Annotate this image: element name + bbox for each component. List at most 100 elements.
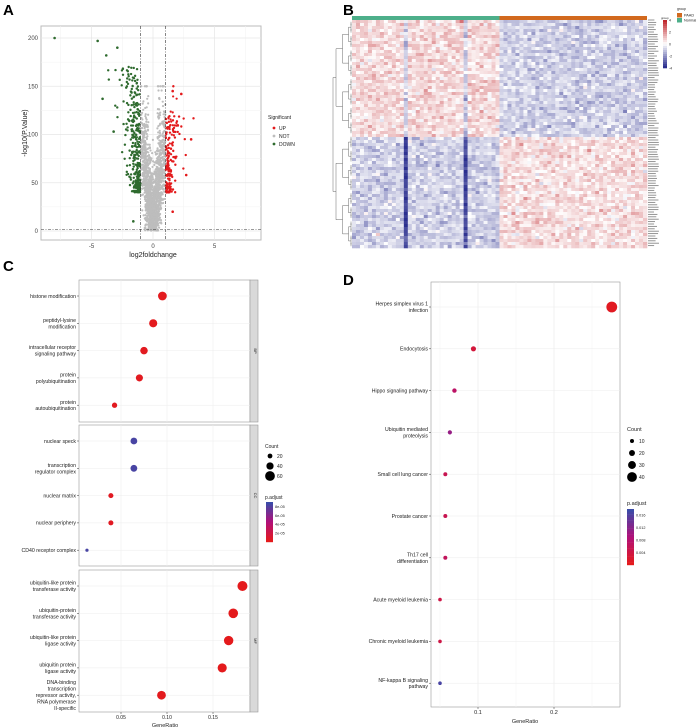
- heatmap-cell: [375, 35, 381, 39]
- heatmap-cell: [571, 32, 576, 36]
- heatmap-cell: [435, 92, 441, 96]
- heatmap-cell: [411, 89, 417, 93]
- volcano-point: [143, 141, 147, 144]
- heatmap-cell: [419, 59, 425, 63]
- heatmap-cell: [499, 119, 504, 123]
- heatmap-cell: [463, 134, 468, 138]
- heatmap-cell: [363, 74, 369, 78]
- heatmap-cell: [527, 74, 532, 78]
- heatmap-cell: [355, 137, 361, 141]
- heatmap-cell: [423, 74, 429, 78]
- heatmap-cell: [371, 53, 377, 57]
- heatmap-cell: [491, 119, 496, 123]
- heatmap-cell: [375, 38, 381, 42]
- heatmap-cell: [403, 134, 409, 138]
- heatmap-cell: [399, 104, 405, 108]
- volcano-point: [144, 213, 147, 217]
- heatmap-cell: [463, 77, 468, 81]
- heatmap-cell: [611, 131, 616, 135]
- heatmap-cell: [591, 32, 596, 36]
- heatmap-cell: [563, 74, 568, 78]
- heatmap-cell: [411, 62, 417, 66]
- heatmap-cell: [355, 83, 361, 87]
- heatmap-cell: [519, 20, 524, 24]
- volcano-point-up: [171, 119, 175, 122]
- heatmap-cell: [379, 71, 385, 75]
- heatmap-cell: [447, 35, 452, 39]
- heatmap-cell: [479, 23, 484, 27]
- heatmap-cell: [435, 119, 441, 123]
- heatmap-cell: [567, 50, 572, 54]
- heatmap-cell: [535, 38, 540, 42]
- heatmap-cell: [627, 122, 632, 126]
- heatmap-cell: [375, 107, 381, 111]
- heatmap-cell: [527, 62, 532, 66]
- heatmap-cell: [415, 35, 421, 39]
- volcano-point-up: [175, 120, 179, 123]
- heatmap-cell: [355, 131, 361, 135]
- heatmap-cell: [567, 86, 572, 90]
- heatmap-cell: [407, 29, 413, 33]
- heatmap-cell: [523, 110, 528, 114]
- heatmap-cell: [419, 86, 425, 90]
- heatmap-cell: [355, 23, 361, 27]
- heatmap-cell: [483, 137, 488, 141]
- heatmap-cell: [567, 53, 572, 57]
- heatmap-cell: [427, 80, 433, 84]
- heatmap-cell: [619, 92, 624, 96]
- heatmap-cell: [431, 50, 437, 54]
- heatmap-cell: [591, 122, 596, 126]
- heatmap-cell: [487, 32, 492, 36]
- heatmap-cell: [467, 122, 472, 126]
- heatmap-cell: [471, 68, 476, 72]
- volcano-point-down: [107, 69, 110, 72]
- heatmap-cell: [423, 110, 429, 114]
- heatmap-cell: [427, 89, 433, 93]
- heatmap-cell: [631, 56, 636, 60]
- volcano-point-down: [129, 176, 132, 179]
- volcano-point: [143, 122, 146, 126]
- heatmap-cell: [507, 80, 512, 84]
- heatmap-cell: [359, 95, 365, 99]
- heatmap-cell: [631, 128, 636, 132]
- x-tick-label: -5: [89, 244, 95, 250]
- volcano-point-down: [120, 84, 123, 87]
- heatmap-cell: [479, 107, 484, 111]
- heatmap-cell: [555, 128, 560, 132]
- heatmap-cell: [431, 20, 437, 24]
- heatmap-cell: [435, 47, 441, 51]
- heatmap-cell: [515, 116, 520, 120]
- volcano-point-down: [133, 79, 137, 83]
- heatmap-cell: [423, 128, 429, 132]
- heatmap-cell: [571, 83, 576, 87]
- heatmap-cell: [559, 26, 564, 30]
- volcano-point-up: [167, 138, 170, 141]
- heatmap-cell: [455, 119, 460, 123]
- heatmap-cell: [379, 29, 385, 33]
- heatmap-cell: [395, 101, 401, 105]
- heatmap-cell: [407, 23, 413, 27]
- heatmap-cell: [607, 44, 612, 48]
- heatmap-cell: [507, 50, 512, 54]
- heatmap-cell: [475, 41, 480, 45]
- heatmap-cell: [579, 134, 584, 138]
- heatmap-cell: [603, 65, 608, 69]
- heatmap-cell: [611, 50, 616, 54]
- volcano-point: [158, 143, 161, 146]
- heatmap-cell: [531, 62, 536, 66]
- heatmap-cell: [423, 50, 429, 54]
- heatmap-cell: [547, 77, 552, 81]
- heatmap-cell: [579, 107, 584, 111]
- heatmap-cell: [431, 122, 437, 126]
- heatmap-cell: [587, 95, 592, 99]
- heatmap-cell: [415, 68, 421, 72]
- heatmap-cell: [467, 23, 472, 27]
- heatmap-cell: [627, 95, 632, 99]
- heatmap-cell: [443, 131, 448, 135]
- heatmap-cell: [479, 83, 484, 87]
- volcano-point-down: [118, 78, 121, 82]
- heatmap-cell: [631, 89, 636, 93]
- heatmap-cell: [471, 92, 476, 96]
- heatmap-cell: [463, 50, 468, 54]
- heatmap-cell: [643, 80, 648, 84]
